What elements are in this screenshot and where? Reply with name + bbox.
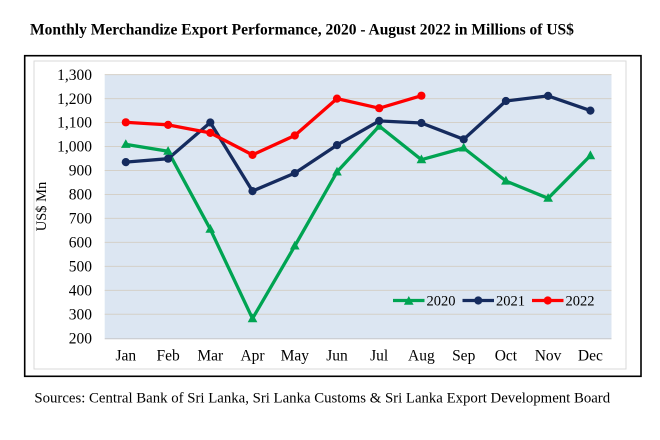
svg-text:400: 400: [69, 283, 93, 300]
svg-text:900: 900: [69, 163, 93, 180]
svg-text:1,000: 1,000: [57, 139, 92, 156]
svg-text:Oct: Oct: [495, 347, 518, 364]
svg-text:500: 500: [69, 259, 93, 276]
svg-text:Monthly Merchandize Export Per: Monthly Merchandize Export Performance, …: [30, 22, 574, 39]
svg-text:Jan: Jan: [115, 347, 136, 364]
svg-text:2020: 2020: [427, 294, 456, 310]
svg-text:600: 600: [69, 235, 93, 252]
svg-text:2022: 2022: [566, 294, 595, 310]
svg-text:May: May: [281, 347, 310, 364]
svg-text:300: 300: [69, 307, 93, 324]
svg-text:Dec: Dec: [578, 347, 603, 364]
svg-text:1,200: 1,200: [57, 91, 92, 108]
svg-text:800: 800: [69, 187, 93, 204]
svg-text:1,100: 1,100: [57, 115, 92, 132]
svg-text:Aug: Aug: [408, 347, 435, 364]
svg-text:Mar: Mar: [197, 347, 224, 364]
svg-text:700: 700: [69, 211, 93, 228]
svg-text:1,300: 1,300: [57, 67, 92, 84]
svg-text:Feb: Feb: [156, 347, 180, 364]
svg-text:Apr: Apr: [240, 347, 265, 364]
svg-text:Jun: Jun: [326, 347, 348, 364]
svg-text:Nov: Nov: [535, 347, 562, 364]
svg-text:Sources: Central Bank of Sri L: Sources: Central Bank of Sri Lanka, Sri …: [34, 390, 610, 406]
svg-text:Sep: Sep: [452, 347, 476, 364]
svg-text:Jul: Jul: [370, 347, 388, 364]
svg-text:200: 200: [69, 331, 93, 348]
svg-text:US$ Mn: US$ Mn: [34, 181, 50, 231]
svg-text:2021: 2021: [496, 294, 525, 310]
